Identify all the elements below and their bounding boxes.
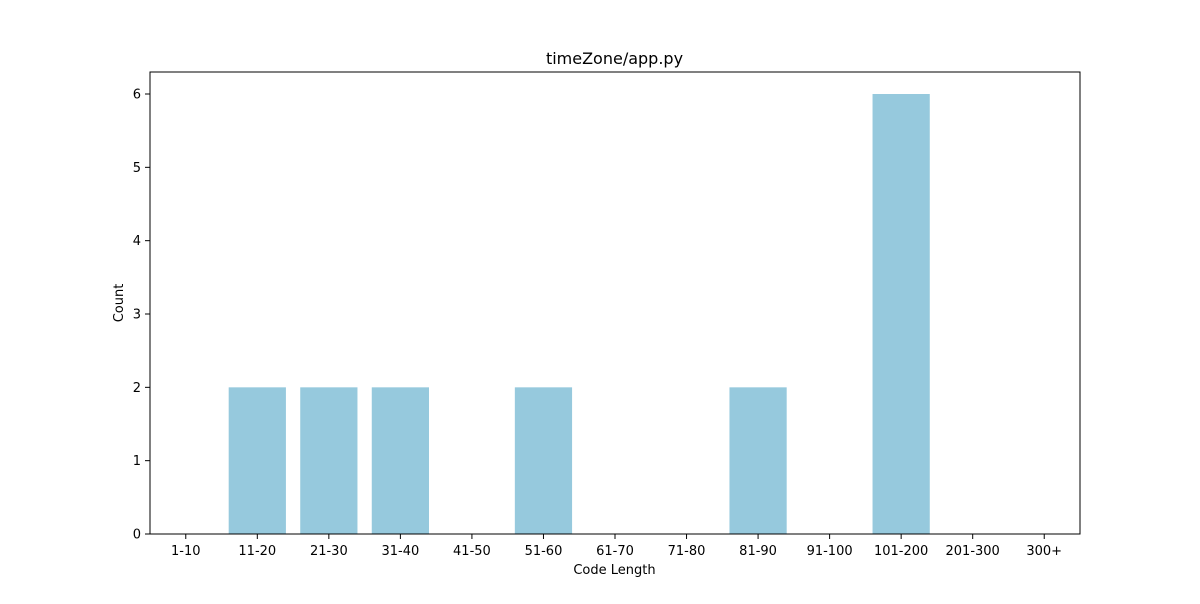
x-tick-label: 91-100 xyxy=(807,544,853,559)
y-tick-label: 4 xyxy=(133,234,141,249)
x-tick-label: 41-50 xyxy=(453,544,491,559)
y-axis-label: Count xyxy=(112,284,127,323)
y-tick-label: 6 xyxy=(133,88,141,103)
bar-51-60 xyxy=(514,387,573,534)
bar-11-20 xyxy=(228,387,286,534)
y-tick-label: 3 xyxy=(133,308,141,323)
x-tick-label: 11-20 xyxy=(238,544,276,559)
x-tick-label: 300+ xyxy=(1026,544,1062,559)
bar-31-40 xyxy=(371,387,429,534)
x-tick-label: 61-70 xyxy=(596,544,634,559)
bars-layer xyxy=(228,94,930,534)
y-tick-label: 1 xyxy=(133,454,141,469)
y-tick-label: 5 xyxy=(133,161,141,176)
plot-frame xyxy=(149,71,1081,535)
x-tick-label: 21-30 xyxy=(310,544,348,559)
y-tick-label: 0 xyxy=(133,528,141,543)
bar-101-200 xyxy=(872,94,930,534)
x-tick-label: 31-40 xyxy=(381,544,419,559)
chart-title: timeZone/app.py xyxy=(546,49,683,68)
bar-81-90 xyxy=(729,387,787,534)
x-tick-label: 51-60 xyxy=(525,544,563,559)
x-axis: 1-10 11-20 21-30 31-40 41-50 51-60 61-70 71-80 8… xyxy=(171,534,1062,559)
x-axis-label: Code Length xyxy=(573,563,655,578)
x-tick-label: 201-300 xyxy=(946,544,1000,559)
x-tick-label: 81-90 xyxy=(739,544,777,559)
bar-21-30 xyxy=(300,387,358,534)
y-tick-label: 2 xyxy=(133,381,141,396)
x-tick-label: 101-200 xyxy=(874,544,928,559)
y-axis: 0 1 2 3 4 5 6 xyxy=(133,88,150,543)
x-tick-label: 71-80 xyxy=(668,544,706,559)
x-tick-label: 1-10 xyxy=(171,544,201,559)
